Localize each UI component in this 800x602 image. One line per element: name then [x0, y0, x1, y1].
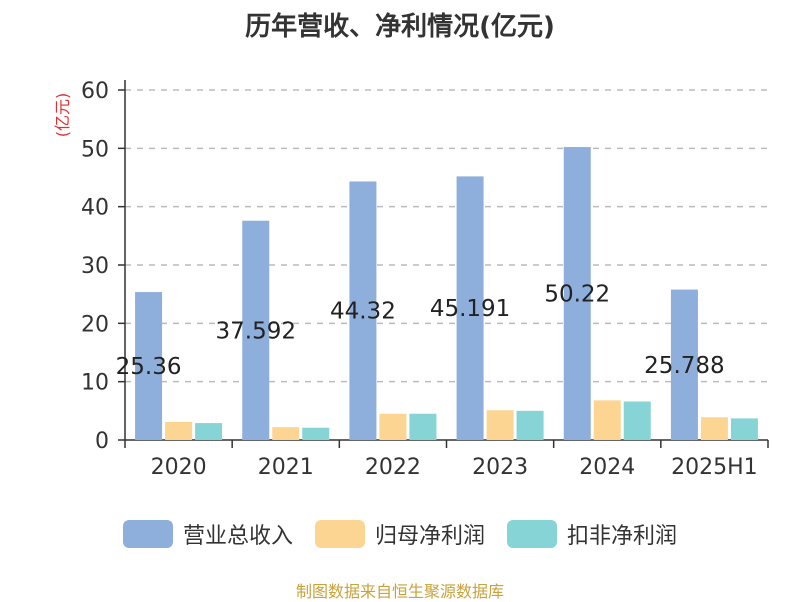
data-label: 25.36 [116, 354, 182, 380]
bar-归母净利润-2024 [593, 400, 621, 440]
bar-归母净利润-2020 [165, 421, 193, 440]
bar-营业总收入-2025H1 [670, 289, 698, 440]
y-axis-label: (亿元) [53, 93, 72, 138]
bar-扣非净利润-2022 [409, 413, 437, 440]
y-tick-label: 20 [81, 312, 109, 337]
source-note: 制图数据来自恒生聚源数据库 [295, 582, 504, 601]
bar-扣非净利润-2021 [302, 427, 330, 440]
bar-扣非净利润-2024 [623, 401, 651, 440]
bar-扣非净利润-2020 [195, 423, 223, 440]
legend-swatch [507, 520, 557, 548]
bar-营业总收入-2021 [242, 220, 270, 440]
data-label: 45.191 [430, 296, 510, 322]
data-label: 37.592 [216, 318, 296, 344]
x-tick-label: 2021 [258, 455, 314, 480]
y-tick-label: 60 [81, 79, 109, 104]
legend-swatch [122, 520, 173, 548]
bar-营业总收入-2023 [456, 176, 484, 440]
x-tick-label: 2025H1 [671, 455, 758, 480]
legend-item[interactable]: 扣非净利润 [507, 518, 677, 550]
data-label: 44.32 [330, 299, 396, 325]
x-tick-label: 2020 [151, 455, 207, 480]
y-tick-label: 40 [81, 196, 109, 221]
chart-title: 历年营收、净利情况(亿元) [245, 12, 555, 42]
y-tick-label: 10 [81, 371, 109, 396]
legend-item[interactable]: 归母净利润 [314, 518, 485, 550]
legend-swatch [314, 520, 365, 548]
bar-扣非净利润-2025H1 [730, 418, 758, 440]
bar-归母净利润-2025H1 [700, 417, 728, 440]
bar-归母净利润-2022 [379, 413, 407, 440]
legend-item[interactable]: 营业总收入 [122, 518, 293, 550]
bar-营业总收入-2020 [135, 292, 163, 440]
legend: 营业总收入 归母净利润 扣非净利润 [0, 518, 800, 550]
data-label: 50.22 [544, 282, 610, 308]
bar-归母净利润-2021 [272, 427, 300, 440]
x-tick-label: 2024 [579, 455, 635, 480]
data-label: 25.788 [644, 353, 724, 379]
y-tick-label: 0 [95, 429, 109, 454]
bar-营业总收入-2024 [563, 147, 591, 441]
y-tick-label: 50 [81, 137, 109, 162]
bar-扣非净利润-2023 [516, 410, 544, 440]
legend-label: 归母净利润 [374, 524, 485, 549]
bar-营业总收入-2022 [349, 181, 377, 440]
legend-label: 扣非净利润 [567, 524, 678, 549]
legend-label: 营业总收入 [182, 524, 293, 549]
bar-归母净利润-2023 [486, 410, 514, 440]
x-tick-label: 2022 [365, 455, 421, 480]
x-tick-label: 2023 [472, 455, 528, 480]
y-tick-label: 30 [81, 254, 109, 279]
